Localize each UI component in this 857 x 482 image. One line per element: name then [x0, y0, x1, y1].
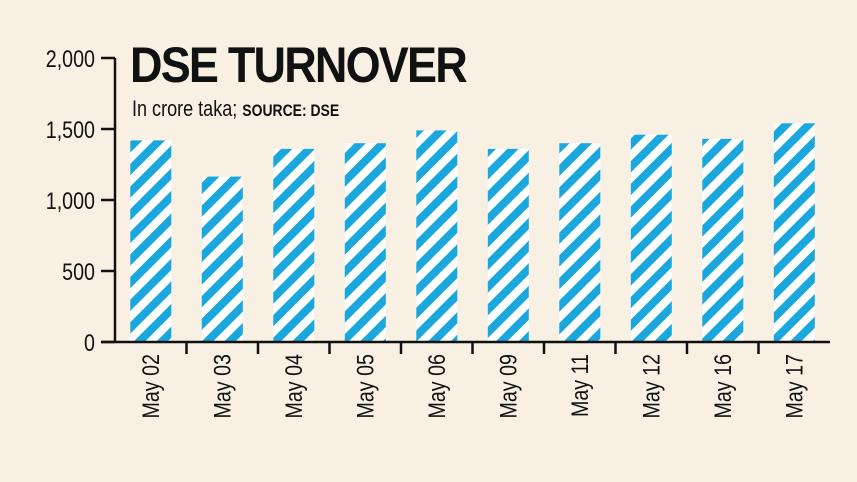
x-tick-label: May 06 — [423, 354, 450, 419]
y-tick-label: 2,000 — [46, 45, 95, 72]
y-tick-label: 1,500 — [46, 116, 95, 143]
x-tick-label: May 04 — [280, 354, 307, 419]
bar-may-16 — [702, 138, 744, 342]
x-tick-label: May 05 — [351, 354, 378, 419]
bar-may-05 — [344, 143, 386, 342]
chart-title: DSE TURNOVER — [130, 37, 468, 93]
x-tick-label: May 03 — [208, 354, 235, 419]
y-tick-label: 500 — [62, 258, 95, 285]
chart-unit: In crore taka; — [132, 96, 238, 121]
bar-may-06 — [416, 130, 458, 342]
x-tick-label: May 17 — [780, 354, 807, 419]
x-tick-label: May 02 — [137, 354, 164, 419]
bar-may-11 — [559, 143, 601, 342]
bar-may-17 — [773, 123, 815, 342]
y-tick-label: 0 — [84, 329, 95, 356]
chart-source: SOURCE: DSE — [242, 101, 340, 120]
x-tick-label: May 11 — [566, 354, 593, 417]
bar-may-09 — [487, 148, 529, 342]
x-tick-label: May 12 — [637, 354, 664, 419]
bar-may-02 — [130, 140, 172, 342]
bar-may-04 — [273, 148, 315, 342]
chart-subtitle: In crore taka; SOURCE: DSE — [132, 96, 339, 122]
bar-may-12 — [630, 134, 672, 342]
bar-may-03 — [201, 176, 243, 342]
y-tick-label: 1,000 — [46, 187, 95, 214]
x-tick-label: May 09 — [494, 354, 521, 419]
x-tick-label: May 16 — [709, 354, 736, 419]
